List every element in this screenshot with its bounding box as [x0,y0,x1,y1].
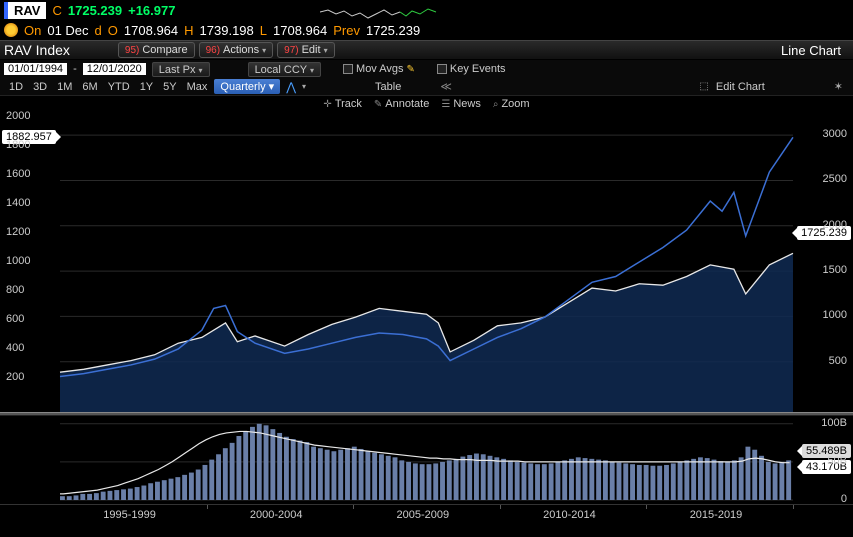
key-events-checkbox[interactable]: Key Events [437,63,506,75]
x-tick-label: 2000-2004 [250,509,303,521]
timeframe-3d[interactable]: 3D [28,80,52,94]
crosshair-icon: ✛ [323,99,331,110]
main-price-chart[interactable]: 1882.957 1725.239 2004006008001000120014… [0,112,853,412]
y-left-tick: 400 [6,342,24,354]
high-label: H [184,23,193,38]
y-left-tick: 1600 [6,168,30,180]
chevron-left-double-icon[interactable]: ≪ [440,80,452,93]
prev-value: 1725.239 [366,23,420,38]
volume-chart[interactable]: 55.489B 43.170B 050B100B [0,416,853,504]
pencil-icon: ✎ [407,64,415,75]
x-axis: 1995-1999 2000-2004 2005-2009 2010-2014 2015… [0,504,853,529]
close-label: C [52,3,61,18]
gear-icon[interactable]: ✶ [834,80,849,93]
y-right-tick: 1000 [823,309,847,321]
d-label: d [95,23,102,38]
timeframe-max[interactable]: Max [182,80,213,94]
chevron-down-icon: ▾ [262,46,266,55]
y-right-tick: 2500 [823,173,847,185]
x-tick-label: 2005-2009 [397,509,450,521]
date-from-input[interactable]: 01/01/1994 [4,63,67,75]
chevron-down-icon: ▾ [324,46,328,55]
line-chart-icon[interactable]: ⋀ [282,79,300,95]
y-left-tick: 600 [6,313,24,325]
compare-button[interactable]: 95) Compare [118,42,195,58]
pencil-icon: ✎ [374,99,382,110]
table-button[interactable]: Table [370,80,406,94]
timeframe-ytd[interactable]: YTD [103,80,135,94]
edit-chart-button[interactable]: Edit Chart [711,80,770,94]
ticker-symbol[interactable]: RAV [4,2,46,19]
edit-label: Edit [302,44,321,56]
y-left-tick: 1800 [6,139,30,151]
y-right-tick: 1500 [823,264,847,276]
index-title: RAV Index [4,42,70,58]
annotate-tool[interactable]: ✎Annotate [374,98,429,110]
clock-icon [4,23,18,37]
edit-num: 97) [284,45,298,56]
open-label: O [108,23,118,38]
x-tick-label: 2010-2014 [543,509,596,521]
vol-y-tick: 50B [827,455,847,467]
zoom-icon: ⌕ [493,99,499,110]
compare-label: Compare [142,44,187,56]
x-tick-label: 2015-2019 [690,509,743,521]
y-left-tick: 800 [6,284,24,296]
timeframe-5y[interactable]: 5Y [158,80,181,94]
chart-icon: ⬚ [699,81,708,92]
y-left-tick: 2000 [6,110,30,122]
local-ccy-dropdown[interactable]: Local CCY ▾ [248,62,321,77]
date-sep: - [73,63,77,75]
y-right-tick: 500 [829,355,847,367]
prev-label: Prev [333,23,360,38]
date-to-input[interactable]: 12/01/2020 [83,63,146,75]
on-label: On [24,23,41,38]
actions-num: 96) [206,45,220,56]
timeframe-1y[interactable]: 1Y [135,80,158,94]
track-tool[interactable]: ✛Track [323,98,361,110]
low-value: 1708.964 [273,23,327,38]
y-left-tick: 1000 [6,255,30,267]
actions-label: Actions [223,44,259,56]
news-icon: ☰ [441,99,450,110]
y-right-tick: 2000 [823,219,847,231]
y-left-tick: 1400 [6,197,30,209]
vol-y-tick: 100B [821,417,847,429]
actions-button[interactable]: 96) Actions ▾ [199,42,274,58]
change-value: +16.977 [128,3,175,18]
y-right-tick: 3000 [823,128,847,140]
date-short: 01 Dec [47,23,88,38]
edit-button[interactable]: 97) Edit ▾ [277,42,334,58]
chart-type-label: Line Chart [781,43,849,58]
last-px-dropdown[interactable]: Last Px ▾ [152,62,210,77]
interval-dropdown[interactable]: Quarterly ▾ [214,79,280,94]
low-label: L [260,23,267,38]
close-value: 1725.239 [68,3,122,18]
y-left-tick: 1200 [6,226,30,238]
x-tick-label: 1995-1999 [103,509,156,521]
high-value: 1739.198 [200,23,254,38]
compare-num: 95) [125,45,139,56]
mov-avgs-checkbox[interactable]: Mov Avgs✎ [343,63,415,75]
open-value: 1708.964 [124,23,178,38]
y-left-tick: 200 [6,371,24,383]
timeframe-1d[interactable]: 1D [4,80,28,94]
timeframe-6m[interactable]: 6M [77,80,102,94]
timeframe-1m[interactable]: 1M [52,80,77,94]
zoom-tool[interactable]: ⌕Zoom [493,98,530,110]
news-tool[interactable]: ☰News [441,98,480,110]
chevron-down-icon[interactable]: ▾ [302,82,306,91]
